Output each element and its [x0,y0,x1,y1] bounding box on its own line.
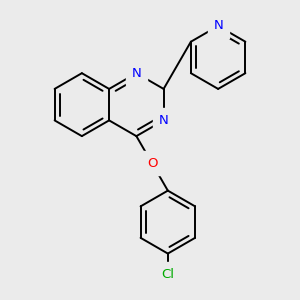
Text: O: O [147,157,158,170]
Text: N: N [213,20,223,32]
Text: N: N [131,67,141,80]
Text: Cl: Cl [161,268,174,281]
Text: N: N [159,114,169,127]
